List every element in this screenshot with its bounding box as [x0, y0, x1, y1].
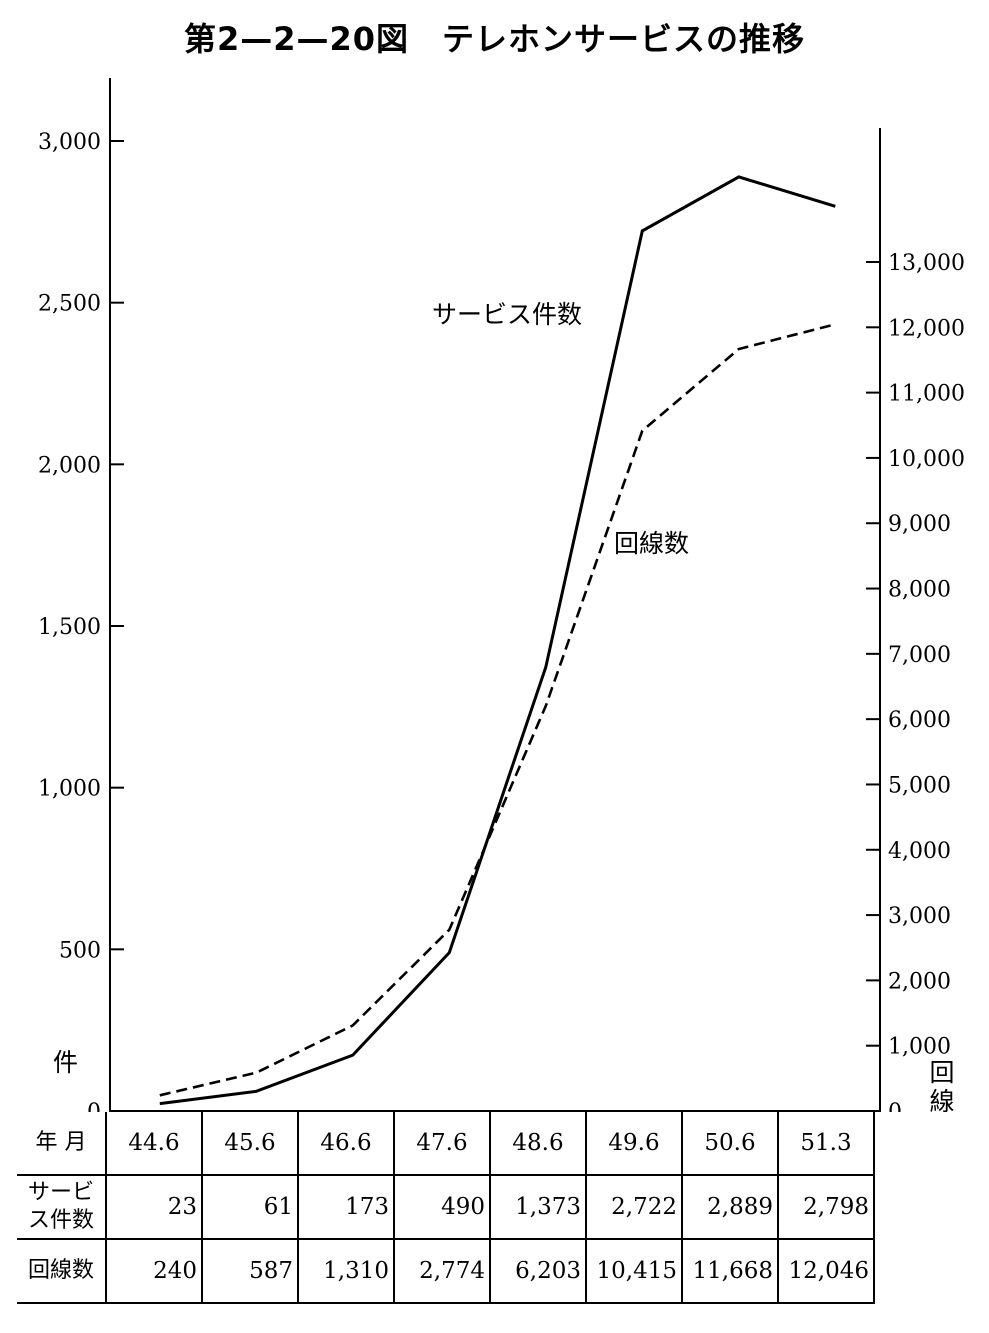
right-tick-label: 2,000: [888, 969, 951, 994]
right-tick-label: 9,000: [888, 512, 951, 537]
left-tick-label: 2,000: [38, 453, 101, 478]
table-cell: 2,774: [393, 1238, 491, 1304]
right-tick-label: 0: [888, 1100, 902, 1112]
right-tick-label: 10,000: [888, 447, 965, 472]
table-cell: 587: [201, 1238, 299, 1304]
table-header-row: 年 月 44.6 45.6 46.6 47.6 48.6 49.6 50.6 5…: [17, 1112, 875, 1176]
table-header-cell: 51.3: [777, 1112, 875, 1176]
left-tick-label: 500: [59, 938, 101, 963]
table-cell: 10,415: [585, 1238, 683, 1304]
line-chart: 0 500 1,000 1,500 2,000 2,500 3,000 0 1,000 2,00…: [38, 78, 965, 1112]
table-cell: 2,722: [585, 1174, 683, 1240]
table-row: 回線数 240 587 1,310 2,774 6,203 10,415 11,…: [17, 1238, 875, 1304]
table-row-label: 回線数: [17, 1238, 107, 1304]
table-cell: 6,203: [489, 1238, 587, 1304]
svg-text:回線: 回線: [929, 1058, 954, 1112]
right-axis-unit: 回線: [929, 1058, 954, 1112]
table-cell: 2,798: [777, 1174, 875, 1240]
table-cell: 11,668: [681, 1238, 779, 1304]
table-cell: 23: [105, 1174, 203, 1240]
left-tick-label: 0: [87, 1100, 101, 1112]
right-tick-label: 1,000: [888, 1035, 951, 1060]
right-tick-label: 12,000: [888, 316, 965, 341]
series-label-service: サービス件数: [432, 300, 582, 329]
right-tick-label: 11,000: [888, 382, 965, 407]
table-cell: 1,373: [489, 1174, 587, 1240]
table-header-cell: 50.6: [681, 1112, 779, 1176]
right-tick-label: 6,000: [888, 708, 951, 733]
table-cell: 2,889: [681, 1174, 779, 1240]
chart-title: 第2—2—20図 テレホンサービスの推移: [183, 20, 806, 58]
data-table: 年 月 44.6 45.6 46.6 47.6 48.6 49.6 50.6 5…: [17, 1112, 875, 1304]
table-header-label: 年 月: [17, 1112, 107, 1176]
table-header-cell: 47.6: [393, 1112, 491, 1176]
table-header-cell: 44.6: [105, 1112, 203, 1176]
table-cell: 173: [297, 1174, 395, 1240]
left-tick-label: 2,500: [38, 292, 101, 317]
table-header-cell: 46.6: [297, 1112, 395, 1176]
right-axis-ticks: 0 1,000 2,000 3,000 4,000 5,000 6,000 7,000 8,00…: [866, 251, 965, 1112]
series-layer: [159, 175, 836, 1106]
right-tick-label: 4,000: [888, 839, 951, 864]
service-count-line: [159, 175, 836, 1106]
right-tick-label: 13,000: [888, 251, 965, 276]
right-tick-label: 7,000: [888, 643, 951, 668]
series-label-lines: 回線数: [614, 529, 689, 558]
left-axis-unit: 件: [53, 1048, 78, 1077]
left-axis-ticks: 0 500 1,000 1,500 2,000 2,500 3,000: [38, 130, 124, 1112]
table-cell: 61: [201, 1174, 299, 1240]
table-cell: 1,310: [297, 1238, 395, 1304]
right-tick-label: 8,000: [888, 578, 951, 603]
left-tick-label: 1,500: [38, 615, 101, 640]
table-cell: 12,046: [777, 1238, 875, 1304]
table-header-cell: 49.6: [585, 1112, 683, 1176]
table-header-cell: 45.6: [201, 1112, 299, 1176]
table-cell: 490: [393, 1174, 491, 1240]
right-tick-label: 5,000: [888, 773, 951, 798]
table-row-label: サービ ス件数: [17, 1174, 107, 1240]
table-header-cell: 48.6: [489, 1112, 587, 1176]
right-tick-label: 3,000: [888, 904, 951, 929]
left-tick-label: 1,000: [38, 777, 101, 802]
line-count-line: [159, 323, 836, 1097]
left-tick-label: 3,000: [38, 130, 101, 155]
table-row: サービ ス件数 23 61 173 490 1,373 2,722 2,889 2…: [17, 1174, 875, 1240]
table-cell: 240: [105, 1238, 203, 1304]
